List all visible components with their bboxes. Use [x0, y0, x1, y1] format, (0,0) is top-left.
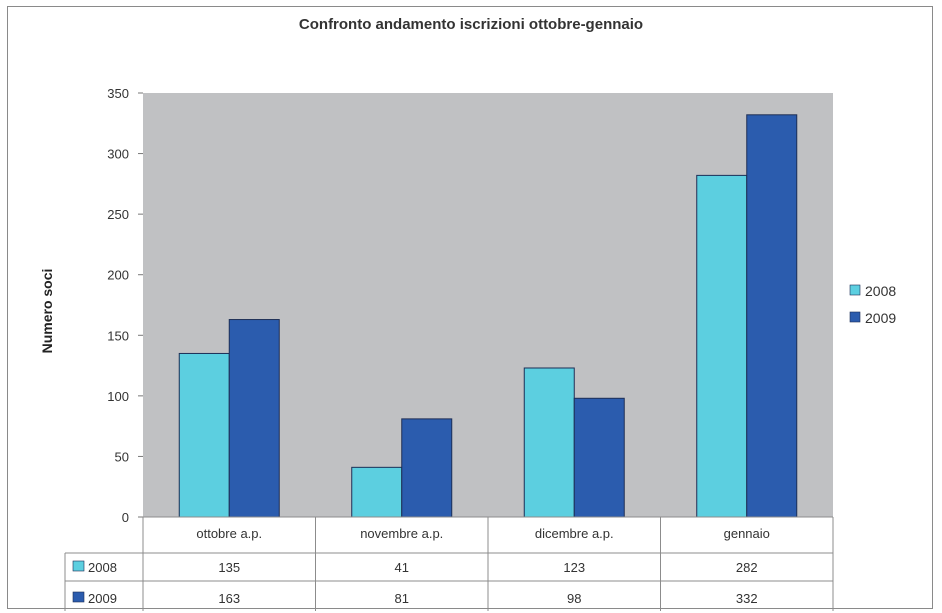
y-tick-label: 100 [107, 389, 129, 404]
bar-2009-1 [401, 418, 453, 518]
table-series-label: 2008 [88, 560, 117, 575]
table-cell-value: 332 [736, 591, 758, 606]
y-tick-label: 350 [107, 86, 129, 101]
legend-key-2008 [849, 284, 861, 296]
chart-title: Confronto andamento iscrizioni ottobre-g… [298, 16, 644, 33]
table-legend-key-2008 [72, 560, 85, 572]
x-category-label: novembre a.p. [360, 526, 443, 541]
table-cell-value: 123 [563, 560, 585, 575]
table-cell-value: 135 [218, 560, 240, 575]
table-cell-value: 81 [395, 591, 409, 606]
y-tick-label: 300 [107, 147, 129, 162]
y-tick-label: 200 [107, 268, 129, 283]
bar-2009-2 [573, 397, 625, 518]
bar-2009-3 [746, 114, 798, 518]
table-cell-value: 98 [567, 591, 581, 606]
x-category-label: dicembre a.p. [535, 526, 614, 541]
table-cell-value: 282 [736, 560, 758, 575]
legend-key-2009 [849, 311, 861, 323]
bar-2008-0 [178, 352, 230, 518]
x-category-label: gennaio [724, 526, 770, 541]
bar-2008-3 [696, 174, 748, 518]
bar-2008-1 [351, 466, 403, 518]
x-category-label: ottobre a.p. [196, 526, 262, 541]
y-tick-label: 250 [107, 207, 129, 222]
bar-2009-0 [228, 319, 280, 518]
y-axis-label: Numero soci [39, 269, 55, 354]
table-cell-value: 163 [218, 591, 240, 606]
legend-label: 2009 [865, 310, 896, 326]
table-cell-value: 41 [395, 560, 409, 575]
table-legend-key-2009 [72, 591, 85, 603]
table-series-label: 2009 [88, 591, 117, 606]
legend-label: 2008 [865, 283, 896, 299]
y-tick-label: 150 [107, 328, 129, 343]
y-tick-label: 0 [122, 510, 129, 525]
y-tick-label: 50 [115, 449, 129, 464]
bar-2008-2 [523, 367, 575, 518]
